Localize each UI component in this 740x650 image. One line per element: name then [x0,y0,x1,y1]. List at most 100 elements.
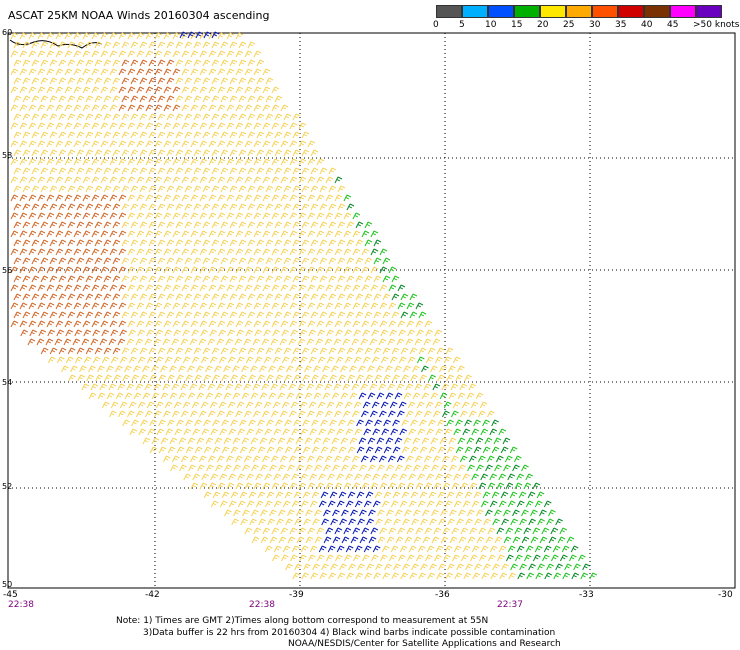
wind-barb [350,464,358,472]
wind-barb [397,320,406,328]
wind-barb [94,293,103,301]
wind-barb [328,572,337,580]
wind-barb [67,239,76,247]
wind-barb [238,221,247,229]
wind-barb [355,293,364,301]
wind-barb [462,473,470,481]
wind-barb [85,221,94,229]
wind-barb [306,383,315,391]
wind-barb [382,572,391,580]
wind-barb [94,131,103,139]
wind-barb [449,536,458,544]
wind-barb [118,86,127,94]
wind-barb [437,419,445,427]
wind-barb [94,347,103,355]
wind-barb [552,545,561,553]
wind-barb [359,464,367,472]
wind-barb [346,221,355,229]
wind-barb [148,347,157,355]
wind-barb [67,257,76,265]
wind-barb [225,383,234,391]
wind-barb [175,77,184,85]
wind-barb [19,158,28,166]
wind-barb [235,194,244,202]
wind-barb [37,158,46,166]
wind-barb [368,536,377,544]
wind-barb [301,311,310,319]
wind-barb [67,221,76,229]
wind-barb [76,347,85,355]
wind-barb [109,212,118,220]
wind-barb [46,284,55,292]
wind-barb [296,509,304,517]
wind-barb [289,266,298,274]
wind-barb [202,41,211,49]
wind-barb [37,140,46,148]
wind-barb [74,329,83,337]
wind-barb [142,392,151,400]
wind-barb [264,500,273,508]
wind-barb [292,167,301,175]
wind-barb [229,293,238,301]
wind-barb [235,482,244,490]
wind-barb [203,31,212,39]
wind-barb [306,455,315,463]
wind-barb [255,473,263,481]
wind-barb [271,320,280,328]
wind-barb [421,392,430,400]
wind-barb [265,257,274,265]
wind-barb [58,293,67,301]
wind-barb [487,410,495,418]
wind-barb [49,131,58,139]
wind-barb [194,374,202,382]
wind-barb [218,356,227,364]
wind-barb [371,329,380,337]
wind-barb [230,491,239,499]
wind-barb [336,500,345,508]
wind-barb [185,446,194,454]
wind-barb [429,563,437,571]
wind-barb [28,194,37,202]
wind-barb [275,491,284,499]
wind-barb [467,509,475,517]
wind-barb [202,59,211,67]
wind-barb [138,428,147,436]
wind-barb [435,500,444,508]
wind-barb [211,131,220,139]
wind-barb [208,410,216,418]
wind-barb [441,383,450,391]
wind-barb [212,446,221,454]
wind-barb [136,50,145,58]
wind-barb [121,149,130,157]
wind-barb [374,491,383,499]
wind-barb [478,527,487,535]
wind-barb [76,311,85,319]
wind-barb [212,374,220,382]
wind-barb [22,257,31,265]
wind-barb [169,437,178,445]
wind-barb [421,437,430,445]
wind-barb [198,338,207,346]
wind-barb [300,545,309,553]
wind-barb [157,41,166,49]
wind-barb [64,194,73,202]
wind-barb [175,257,184,265]
wind-barb [149,446,158,454]
wind-barb [148,95,157,103]
wind-barb [386,509,394,517]
wind-barb [166,239,175,247]
wind-barb [394,392,403,400]
wind-barb [374,446,383,454]
wind-barb [349,437,358,445]
wind-barb [82,140,91,148]
wind-barb [136,32,145,40]
wind-barb [136,86,145,94]
wind-barb [446,491,455,499]
wind-barb [323,509,331,517]
wind-barb [181,32,190,40]
wind-barb [64,104,73,112]
wind-barb [65,356,74,364]
wind-barb [91,104,100,112]
wind-barb [85,347,94,355]
wind-barb [298,230,307,238]
